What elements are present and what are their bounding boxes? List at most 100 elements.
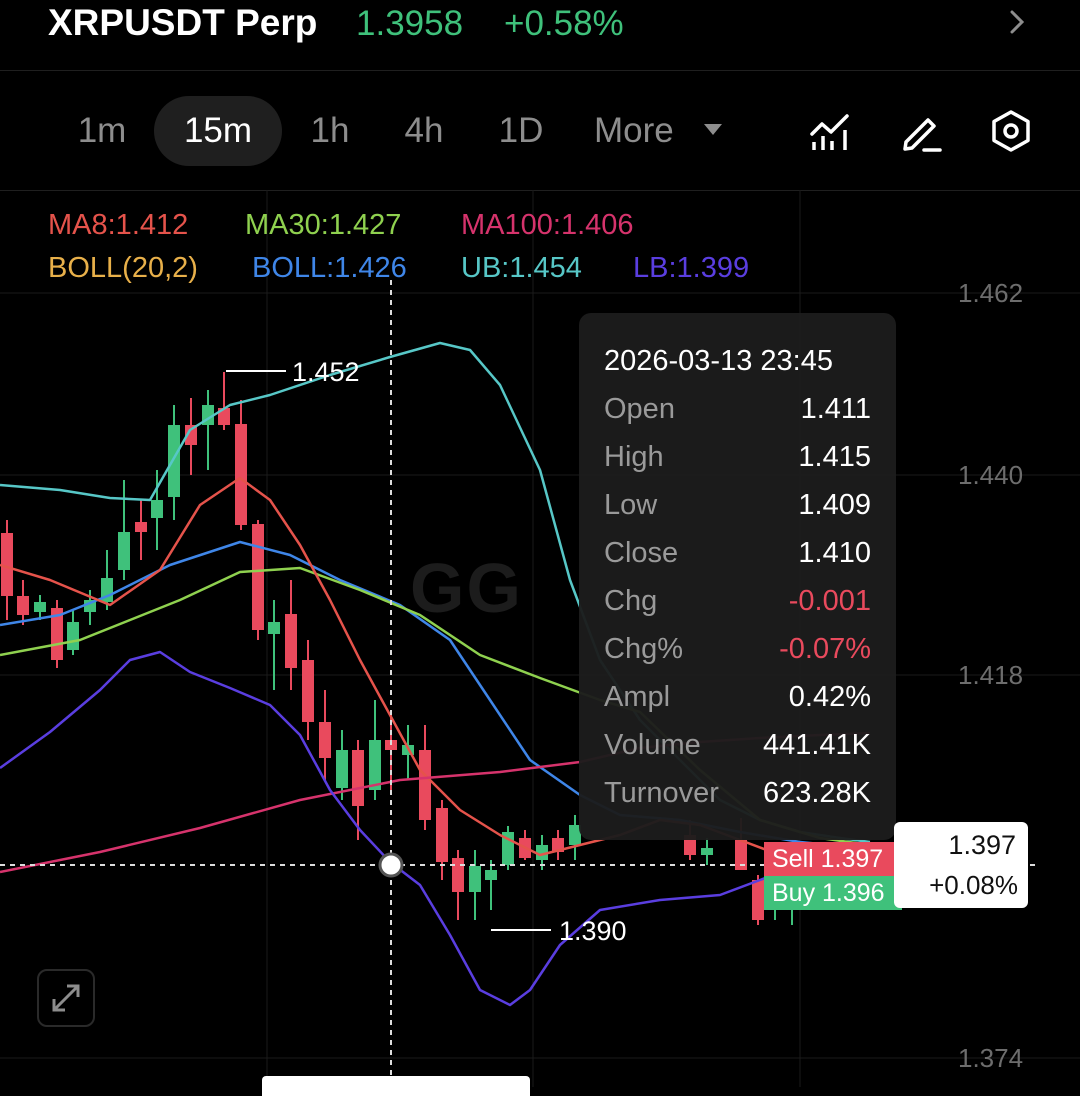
tooltip-value: 1.411 <box>800 393 871 425</box>
chevron-right-icon[interactable] <box>1004 6 1028 38</box>
buy-price-tag[interactable]: Buy 1.396 <box>764 876 902 910</box>
chart-toolbar: 1m 15m 1h 4h 1D More <box>0 72 1080 191</box>
candle-body <box>536 845 548 860</box>
tooltip-row-open: Open 1.411 <box>604 393 871 433</box>
candle-body <box>51 608 63 660</box>
candle-body <box>485 870 497 880</box>
timeframe-1d[interactable]: 1D <box>498 111 544 150</box>
tooltip-key: Chg <box>604 585 658 617</box>
crosshair <box>0 280 1040 1087</box>
fullscreen-button[interactable] <box>37 969 95 1027</box>
candle-body <box>118 532 130 570</box>
draw-pencil-icon[interactable] <box>900 110 942 152</box>
legend-ub: UB:1.454 <box>461 252 582 284</box>
candle-body <box>684 835 696 855</box>
tooltip-key: Close <box>604 537 679 569</box>
candle-body <box>701 848 713 855</box>
tooltip-row-high: High 1.415 <box>604 441 871 481</box>
tooltip-row-turnover: Turnover 623.28K <box>604 777 871 817</box>
legend-ma30: MA30:1.427 <box>245 209 402 241</box>
more-timeframes-button[interactable]: More <box>594 111 674 150</box>
price-axis-label: 1.440 <box>958 460 1024 490</box>
tooltip-key: Chg% <box>604 633 683 665</box>
tooltip-value: 1.409 <box>798 489 871 521</box>
tooltip-value: 1.410 <box>798 537 871 569</box>
candle-body <box>67 622 79 650</box>
lb-line <box>0 650 871 1007</box>
tooltip-value: -0.07% <box>779 633 871 665</box>
settings-hexagon-icon[interactable] <box>990 110 1032 152</box>
timeframe-4h[interactable]: 4h <box>404 111 444 150</box>
expand-arrows-icon <box>52 984 80 1012</box>
candle-body <box>1 533 13 596</box>
tooltip-value: 1.415 <box>798 441 871 473</box>
tooltip-value: 0.42% <box>788 681 871 713</box>
candles <box>1 372 798 925</box>
tooltip-value: -0.001 <box>788 585 871 617</box>
tooltip-row-chg: Chg -0.001 <box>604 585 871 625</box>
watermark-logo: GG <box>410 549 523 627</box>
sell-price-tag[interactable]: Sell 1.397 <box>764 842 896 876</box>
tooltip-row-low: Low 1.409 <box>604 489 871 529</box>
candle-body <box>735 840 747 870</box>
legend-boll-params: BOLL(20,2) <box>48 252 198 284</box>
candle-body <box>151 500 163 518</box>
candle-body <box>168 425 180 497</box>
candle-body <box>319 722 331 758</box>
high-low-markers <box>226 370 551 931</box>
candle-body <box>185 425 197 445</box>
last-price-change: +0.08% <box>929 870 1018 900</box>
price-axis-label: 1.374 <box>958 1043 1024 1073</box>
tooltip-key: High <box>604 441 664 473</box>
candle-body <box>469 866 481 892</box>
tooltip-key: Low <box>604 489 658 521</box>
legend-ma8: MA8:1.412 <box>48 209 189 241</box>
symbol-title[interactable]: XRPUSDT Perp <box>48 2 318 43</box>
caret-down-icon <box>704 124 722 135</box>
candle-body <box>369 740 381 790</box>
legend-boll: BOLL:1.426 <box>252 252 407 284</box>
legend-lb: LB:1.399 <box>633 252 750 284</box>
candle-body <box>752 880 764 920</box>
price-axis-label: 1.418 <box>958 660 1024 690</box>
tooltip-value: 623.28K <box>762 777 871 809</box>
high-price-label: 1.452 <box>292 357 360 387</box>
price-change: +0.58% <box>504 4 624 43</box>
tooltip-key: Turnover <box>604 777 719 809</box>
price-axis-label: 1.462 <box>958 278 1024 308</box>
candle-body <box>302 660 314 722</box>
tooltip-key: Ampl <box>604 681 671 713</box>
tooltip-key: Open <box>604 393 675 425</box>
last-price-marker: 1.397 +0.08% <box>894 822 1028 908</box>
candle-body <box>452 858 464 892</box>
tooltip-datetime: 2026-03-13 23:45 <box>604 345 833 377</box>
timeframe-1h[interactable]: 1h <box>310 111 350 150</box>
ticker-header: XRPUSDT Perp 1.3958 +0.58% <box>0 0 1080 71</box>
tooltip-row-chg-pct: Chg% -0.07% <box>604 633 871 673</box>
last-price: 1.3958 <box>356 4 464 43</box>
candle-body <box>436 808 448 862</box>
candle-body <box>252 524 264 630</box>
candle-body <box>285 614 297 668</box>
tooltip-row-close: Close 1.410 <box>604 537 871 577</box>
candle-body <box>336 750 348 788</box>
candle-body <box>235 424 247 525</box>
candlestick-chart[interactable] <box>0 190 1080 1087</box>
candle-body <box>569 825 581 845</box>
grid <box>0 190 1080 1087</box>
indicators-icon[interactable] <box>809 110 851 152</box>
timeframe-15m[interactable]: 15m <box>154 96 282 166</box>
tooltip-row-volume: Volume 441.41K <box>604 729 871 769</box>
tooltip-key: Volume <box>604 729 701 761</box>
time-axis-chip <box>262 1076 530 1096</box>
tooltip-row-ampl: Ampl 0.42% <box>604 681 871 721</box>
candle-body <box>218 408 230 425</box>
candle-body <box>135 522 147 532</box>
legend-ma100: MA100:1.406 <box>461 209 634 241</box>
candle-body <box>17 596 29 615</box>
last-price-value: 1.397 <box>948 830 1016 860</box>
candle-body <box>352 750 364 806</box>
tooltip-value: 441.41K <box>762 729 871 761</box>
timeframe-1m[interactable]: 1m <box>77 111 127 150</box>
candle-body <box>419 750 431 820</box>
